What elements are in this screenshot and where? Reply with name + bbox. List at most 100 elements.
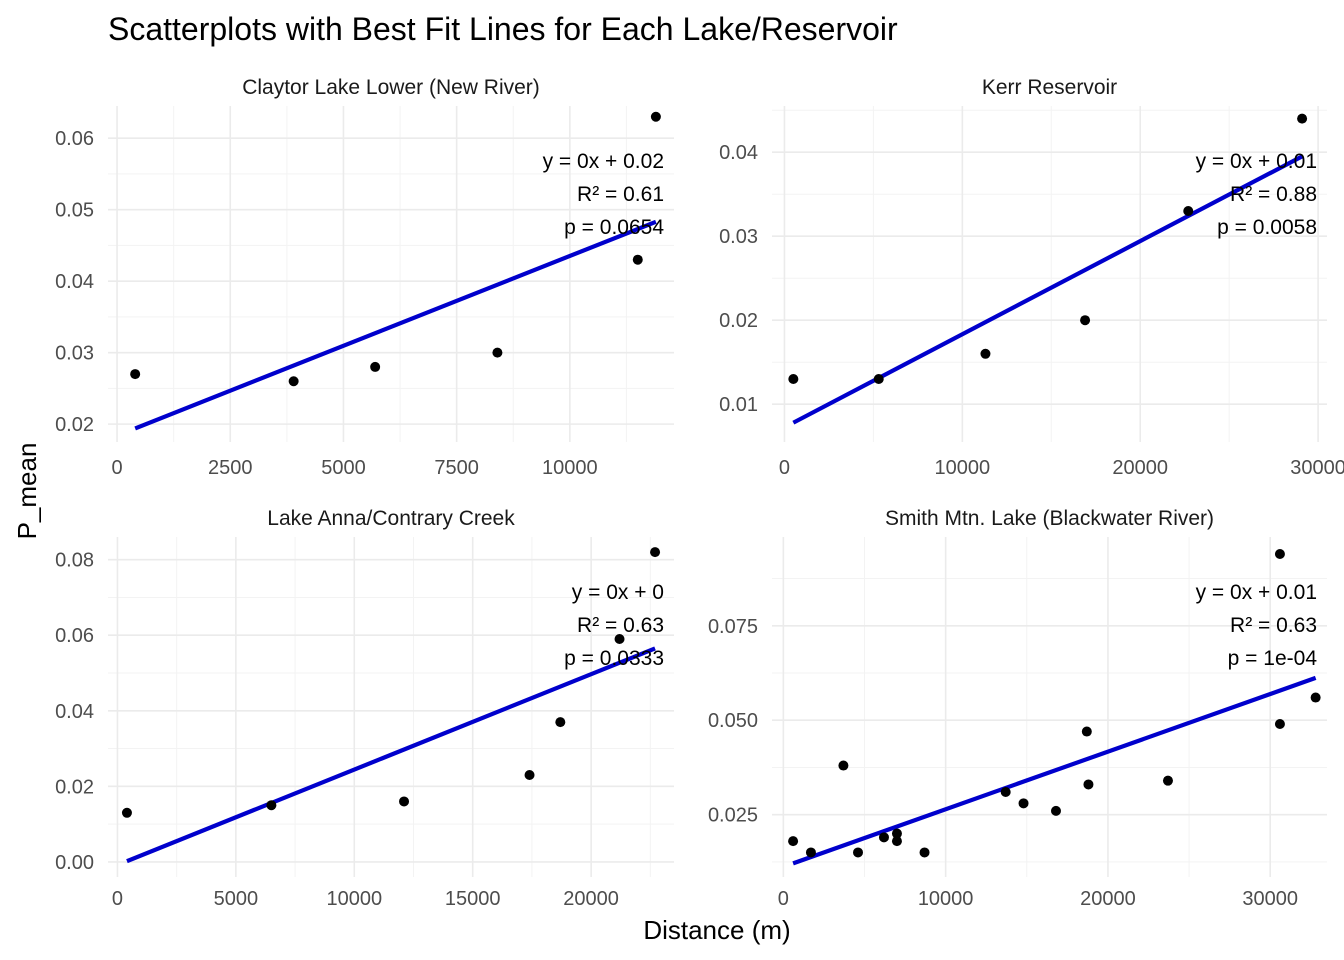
regression-annotation: y = 0x + 0.02 <box>543 150 664 173</box>
facet-panels: 0 2500 5000 7500 10000 0.02 0.03 0.04 0.05 0.06 Cl… <box>55 76 1344 910</box>
y-tick-label: 0.050 <box>708 710 758 732</box>
y-tick-label: 0.02 <box>55 776 94 798</box>
data-point <box>650 547 661 558</box>
data-point <box>288 376 299 387</box>
data-point <box>1050 805 1061 816</box>
data-point <box>1297 113 1308 124</box>
facet-panel: 0 2500 5000 7500 10000 0.02 0.03 0.04 0.05 0.06 Cl… <box>55 76 674 479</box>
x-tick-label: 20000 <box>1112 457 1168 479</box>
regression-annotation: R² = 0.61 <box>577 183 664 206</box>
x-tick-label: 15000 <box>445 888 501 910</box>
y-tick-label: 0.04 <box>719 142 758 164</box>
y-tick-label: 0.06 <box>55 128 94 150</box>
data-point <box>266 800 277 811</box>
fit-line <box>792 154 1304 425</box>
data-point <box>1081 726 1092 737</box>
y-tick-label: 0.04 <box>55 271 94 293</box>
regression-annotation: p = 0.0654 <box>564 216 664 239</box>
regression-annotation: R² = 0.88 <box>1230 183 1317 206</box>
data-point <box>121 807 132 818</box>
regression-annotation: y = 0x + 0 <box>572 581 664 604</box>
y-tick-label: 0.02 <box>719 310 758 332</box>
x-tick-label: 10000 <box>935 457 991 479</box>
facet-panel: 0 10000 20000 30000 0.025 0.050 0.075 Smith Mtn… <box>708 507 1327 910</box>
data-point <box>980 348 991 359</box>
x-tick-label: 0 <box>111 457 122 479</box>
data-point <box>891 836 902 847</box>
data-point <box>1083 779 1094 790</box>
y-tick-label: 0.02 <box>55 414 94 436</box>
x-tick-label: 5000 <box>321 457 366 479</box>
x-tick-label: 2500 <box>208 457 253 479</box>
regression-annotation: p = 0.0333 <box>564 647 664 670</box>
data-point <box>399 796 410 807</box>
x-tick-label: 10000 <box>542 457 598 479</box>
data-point <box>1000 787 1011 797</box>
x-tick-label: 20000 <box>1080 888 1136 910</box>
facet-title: Kerr Reservoir <box>982 76 1117 99</box>
y-axis-title: P_mean <box>12 443 42 540</box>
x-tick-label: 5000 <box>214 888 259 910</box>
data-point <box>1183 206 1194 216</box>
y-tick-label: 0.025 <box>708 805 758 827</box>
regression-annotation: R² = 0.63 <box>577 614 664 637</box>
data-point <box>878 832 889 843</box>
data-point <box>853 847 864 858</box>
data-point <box>632 254 643 265</box>
data-point <box>838 760 849 771</box>
regression-annotation: y = 0x + 0.01 <box>1196 581 1317 604</box>
data-point <box>1310 692 1321 703</box>
data-point <box>788 836 799 847</box>
x-tick-label: 30000 <box>1242 888 1298 910</box>
regression-annotation: y = 0x + 0.01 <box>1196 150 1317 173</box>
y-tick-label: 0.06 <box>55 625 94 647</box>
x-tick-label: 30000 <box>1290 457 1344 479</box>
facet-title: Smith Mtn. Lake (Blackwater River) <box>885 507 1214 530</box>
fit-line <box>126 646 656 864</box>
data-point <box>873 374 884 384</box>
x-tick-label: 20000 <box>563 888 619 910</box>
regression-annotation: R² = 0.63 <box>1230 614 1317 637</box>
x-tick-label: 10000 <box>326 888 382 910</box>
y-tick-label: 0.03 <box>719 226 758 248</box>
x-axis-title: Distance (m) <box>643 915 790 945</box>
x-tick-label: 0 <box>112 888 123 910</box>
data-point <box>130 369 141 380</box>
data-point <box>555 717 566 728</box>
data-point <box>788 374 799 384</box>
fit-line <box>792 675 1317 866</box>
x-tick-label: 0 <box>779 457 790 479</box>
y-tick-label: 0.01 <box>719 394 758 416</box>
regression-annotation: p = 1e-04 <box>1228 647 1318 670</box>
facet-panel: 0 5000 10000 15000 20000 0.00 0.02 0.04 0.06 0.08… <box>55 507 674 910</box>
data-point <box>805 847 816 858</box>
data-point <box>1018 798 1029 809</box>
x-tick-label: 0 <box>778 888 789 910</box>
data-point <box>891 828 902 839</box>
regression-annotation: p = 0.0058 <box>1217 216 1317 239</box>
data-point <box>1080 315 1091 326</box>
data-point <box>650 111 661 122</box>
y-tick-label: 0.00 <box>55 852 94 874</box>
data-point <box>1274 719 1285 729</box>
y-tick-label: 0.05 <box>55 200 94 222</box>
data-point <box>614 634 625 644</box>
figure-title: Scatterplots with Best Fit Lines for Eac… <box>108 11 898 47</box>
data-point <box>524 770 535 780</box>
data-point <box>1162 775 1173 786</box>
y-tick-label: 0.04 <box>55 701 94 723</box>
y-tick-label: 0.03 <box>55 343 94 365</box>
x-tick-label: 10000 <box>918 888 974 910</box>
facet-panel: 0 10000 20000 30000 0.01 0.02 0.03 0.04 Kerr Res… <box>719 76 1344 479</box>
data-point <box>1274 549 1285 559</box>
data-point <box>919 847 930 858</box>
data-point <box>492 347 503 358</box>
data-point <box>370 361 381 372</box>
facet-title: Claytor Lake Lower (New River) <box>242 76 540 99</box>
y-tick-label: 0.08 <box>55 550 94 572</box>
y-tick-label: 0.075 <box>708 616 758 638</box>
fit-line <box>134 219 657 431</box>
x-tick-label: 7500 <box>434 457 479 479</box>
facet-title: Lake Anna/Contrary Creek <box>267 507 515 530</box>
